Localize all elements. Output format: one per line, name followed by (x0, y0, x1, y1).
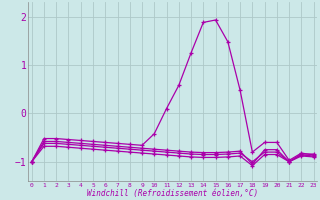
X-axis label: Windchill (Refroidissement éolien,°C): Windchill (Refroidissement éolien,°C) (87, 189, 258, 198)
